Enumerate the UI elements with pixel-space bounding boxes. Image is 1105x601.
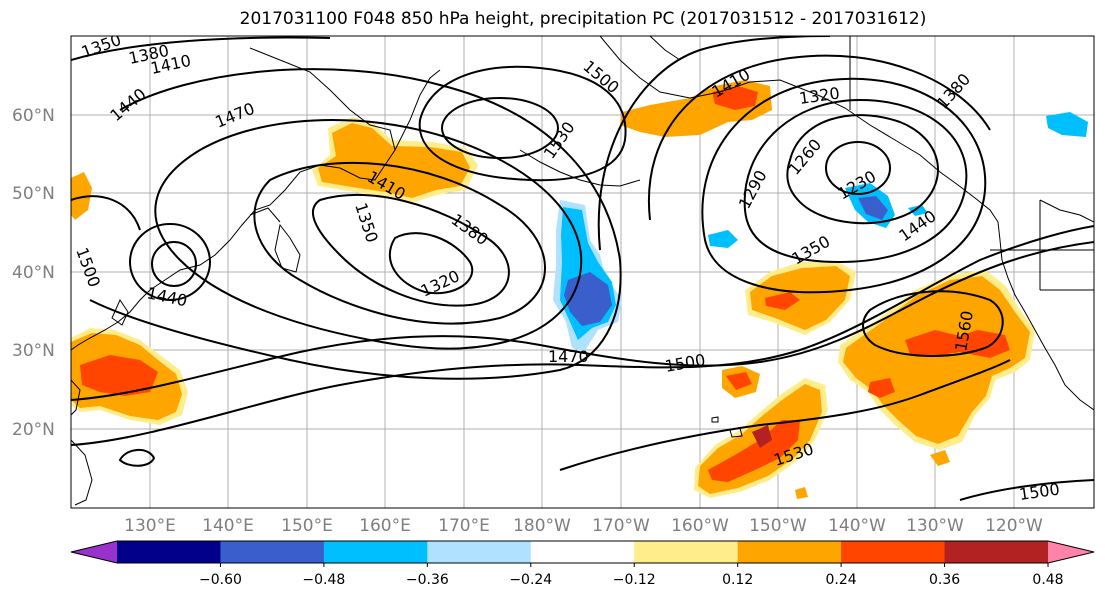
colorbar: −0.60 −0.48 −0.36 −0.24 −0.12 0.12 0.24 0.36 0.4… [70, 540, 1095, 588]
lon-label: 150°E [281, 516, 333, 536]
colorbar-segment [634, 541, 739, 563]
graticule [71, 36, 1094, 508]
coastlines [71, 36, 1094, 506]
colorbar-segment [1048, 541, 1094, 563]
map-title: 2017031100 F048 850 hPa height, precipit… [239, 9, 927, 29]
lat-label: 30°N [12, 341, 55, 361]
precip-positive [71, 80, 1035, 499]
lon-label: 130°E [124, 516, 176, 536]
lon-label: 140°E [202, 516, 254, 536]
colorbar-segment [737, 541, 842, 563]
colorbar-outline [70, 540, 1095, 564]
colorbar-segment [944, 541, 1049, 563]
colorbar-segment [323, 541, 428, 563]
map-frame [70, 35, 1095, 509]
colorbar-tick-label: 0.36 [929, 572, 960, 588]
lon-label: 120°W [985, 516, 1043, 536]
lon-label: 170°W [592, 516, 650, 536]
lon-label: 130°W [906, 516, 964, 536]
colorbar-segment [427, 541, 532, 563]
lat-label: 50°N [12, 184, 55, 204]
colorbar-segment [117, 541, 221, 563]
height-contours [71, 36, 1094, 501]
lat-label: 40°N [12, 263, 55, 283]
latitude-labels: 60°N 50°N 40°N 30°N 20°N [12, 106, 55, 440]
lat-label: 60°N [12, 106, 55, 126]
contour-label: 1470 [548, 347, 589, 366]
colorbar-tick-label: −0.12 [613, 572, 656, 588]
precip-negative [553, 112, 1088, 352]
colorbar-tick-label: −0.48 [302, 572, 345, 588]
colorbar-segment [530, 541, 635, 563]
colorbar-tick-label: −0.24 [509, 572, 552, 588]
lon-label: 160°W [671, 516, 729, 536]
colorbar-segment [220, 541, 325, 563]
colorbar-segment [841, 541, 946, 563]
lat-label: 20°N [12, 420, 55, 440]
colorbar-tick-label: 0.12 [722, 572, 753, 588]
colorbar-tick-label: 0.24 [826, 572, 857, 588]
lon-label: 180°W [513, 516, 571, 536]
colorbar-segment [71, 541, 117, 563]
colorbar-tick-label: −0.60 [199, 572, 242, 588]
colorbar-tick-label: 0.48 [1032, 572, 1063, 588]
lon-label: 160°E [359, 516, 411, 536]
colorbar-tick-label: −0.36 [406, 572, 449, 588]
lon-label: 170°E [438, 516, 490, 536]
lon-label: 150°W [749, 516, 807, 536]
longitude-labels: 130°E 140°E 150°E 160°E 170°E 180°W 170°… [124, 516, 1043, 536]
lon-label: 140°W [828, 516, 886, 536]
